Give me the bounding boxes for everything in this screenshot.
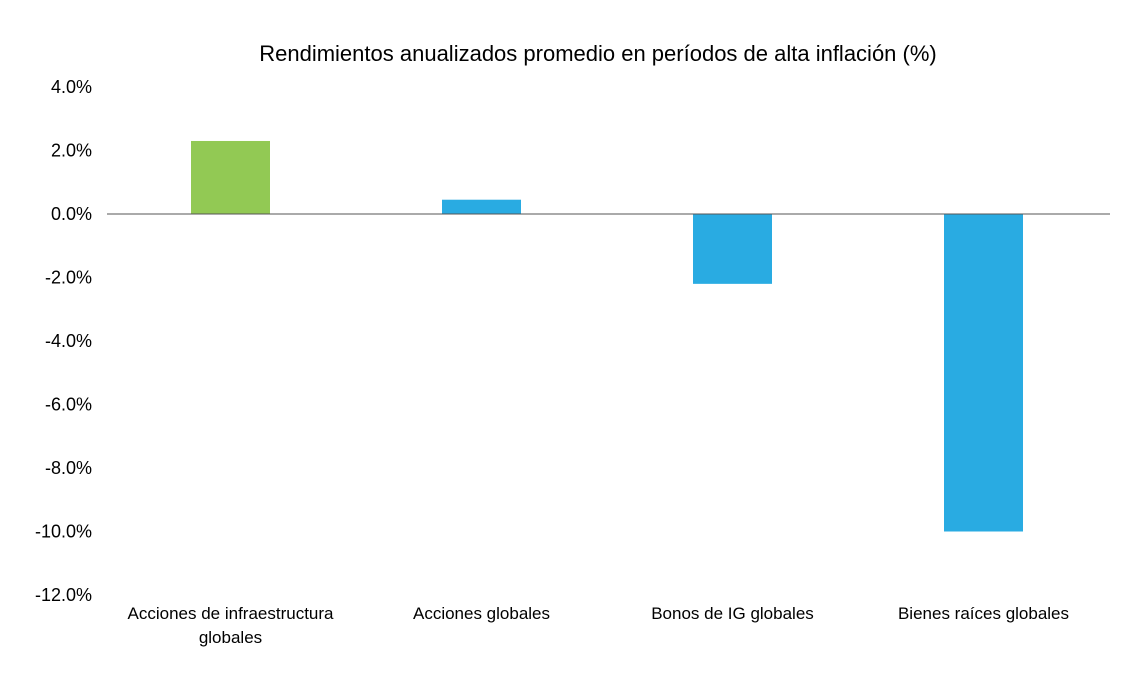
- bar: [191, 140, 270, 214]
- y-tick-label: 4.0%: [51, 77, 92, 97]
- y-axis-ticks: 4.0% 2.0% 0.0% -2.0% -4.0% -6.0% -8.0% -10.0% -1…: [35, 77, 92, 605]
- bar: [442, 199, 521, 214]
- bar: [944, 214, 1023, 532]
- y-tick-label: -2.0%: [45, 268, 92, 288]
- y-tick-label: 2.0%: [51, 141, 92, 161]
- y-tick-label: -6.0%: [45, 395, 92, 415]
- y-tick-label: 0.0%: [51, 204, 92, 224]
- bar: [693, 214, 772, 284]
- bars: [191, 140, 1023, 532]
- chart-title: Rendimientos anualizados promedio en per…: [259, 41, 937, 66]
- y-tick-label: -8.0%: [45, 458, 92, 478]
- y-tick-label: -10.0%: [35, 522, 92, 542]
- x-category-label: Acciones globales: [413, 604, 550, 623]
- x-category-label: Bienes raíces globales: [898, 604, 1069, 623]
- y-tick-label: -4.0%: [45, 331, 92, 351]
- x-category-label: Bonos de IG globales: [651, 604, 814, 623]
- x-axis-labels: Acciones de infraestructura globales Accio…: [128, 604, 1070, 647]
- y-tick-label: -12.0%: [35, 585, 92, 605]
- x-category-label: Acciones de infraestructura globales: [128, 604, 335, 647]
